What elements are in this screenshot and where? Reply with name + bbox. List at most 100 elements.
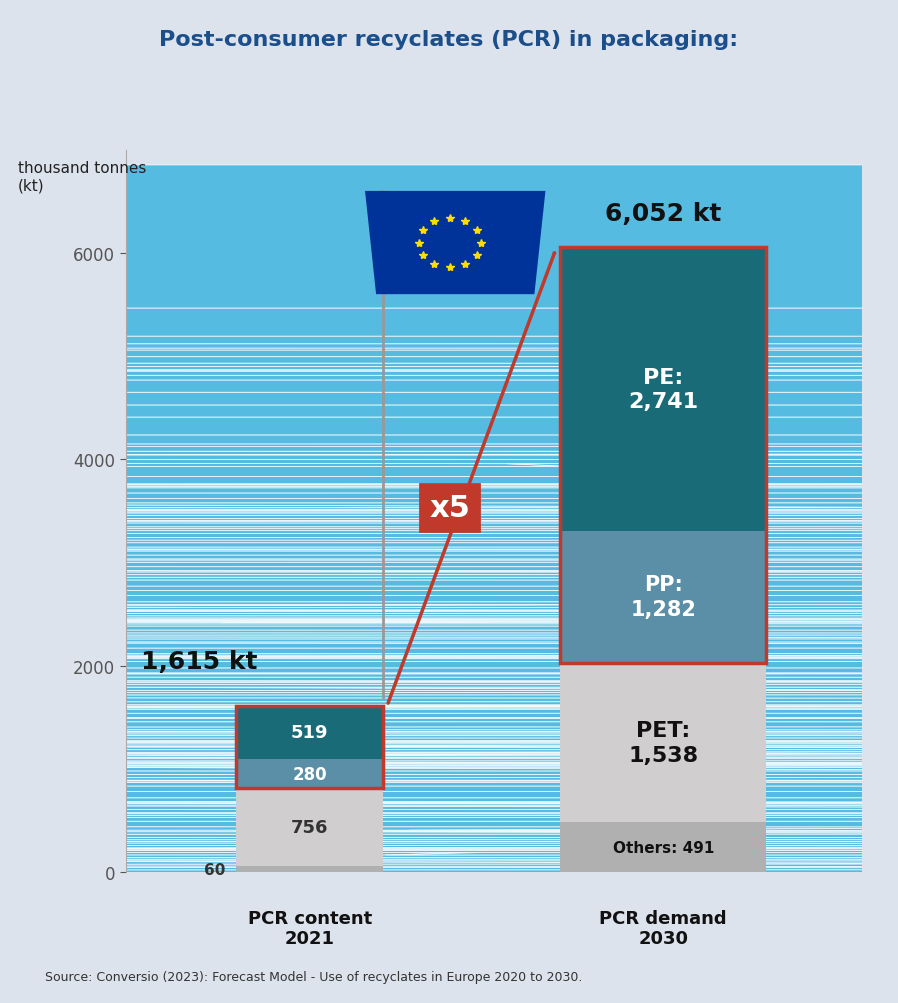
Polygon shape xyxy=(230,830,898,831)
Polygon shape xyxy=(0,437,898,448)
Polygon shape xyxy=(0,550,898,554)
Polygon shape xyxy=(0,619,898,630)
Polygon shape xyxy=(147,680,898,760)
Polygon shape xyxy=(0,544,898,554)
Polygon shape xyxy=(0,752,872,753)
Polygon shape xyxy=(0,484,898,491)
Polygon shape xyxy=(0,783,898,839)
Polygon shape xyxy=(0,849,898,851)
Polygon shape xyxy=(0,849,898,852)
Polygon shape xyxy=(250,749,898,754)
Polygon shape xyxy=(0,742,898,783)
Polygon shape xyxy=(0,624,898,630)
Text: 280: 280 xyxy=(293,765,327,783)
Polygon shape xyxy=(0,621,502,632)
Bar xyxy=(560,663,766,821)
Polygon shape xyxy=(0,288,898,345)
Polygon shape xyxy=(0,612,898,648)
Polygon shape xyxy=(0,656,898,664)
Text: 60: 60 xyxy=(204,862,225,877)
Polygon shape xyxy=(0,740,898,804)
Polygon shape xyxy=(0,691,898,696)
Polygon shape xyxy=(0,298,898,357)
Text: Source: Conversio (2023): Forecast Model - Use of recyclates in Europe 2020 to 2: Source: Conversio (2023): Forecast Model… xyxy=(45,970,582,983)
Polygon shape xyxy=(0,654,898,687)
Polygon shape xyxy=(0,701,898,705)
Polygon shape xyxy=(0,632,898,636)
Polygon shape xyxy=(0,800,898,810)
Polygon shape xyxy=(0,772,898,778)
Polygon shape xyxy=(0,598,642,614)
Text: thousand tonnes
(kt): thousand tonnes (kt) xyxy=(18,160,146,193)
Polygon shape xyxy=(0,633,898,639)
Polygon shape xyxy=(0,715,898,721)
Polygon shape xyxy=(385,852,898,856)
Bar xyxy=(560,249,766,531)
Polygon shape xyxy=(0,741,898,743)
Polygon shape xyxy=(0,557,898,566)
Polygon shape xyxy=(0,835,898,867)
Polygon shape xyxy=(0,651,898,658)
Polygon shape xyxy=(0,737,521,751)
Polygon shape xyxy=(216,806,898,845)
Polygon shape xyxy=(0,759,898,761)
Polygon shape xyxy=(0,629,898,635)
Polygon shape xyxy=(0,607,898,704)
Polygon shape xyxy=(0,657,898,660)
Polygon shape xyxy=(0,588,898,598)
Polygon shape xyxy=(0,390,898,412)
Polygon shape xyxy=(0,529,898,548)
Polygon shape xyxy=(0,342,898,355)
Polygon shape xyxy=(0,665,898,680)
Polygon shape xyxy=(113,472,898,600)
Bar xyxy=(236,706,383,788)
Polygon shape xyxy=(0,748,898,816)
Polygon shape xyxy=(0,621,898,622)
Polygon shape xyxy=(65,687,898,693)
Polygon shape xyxy=(0,368,898,375)
Polygon shape xyxy=(0,546,898,551)
Polygon shape xyxy=(0,753,574,756)
Polygon shape xyxy=(0,851,480,876)
Text: PCR demand
2030: PCR demand 2030 xyxy=(600,909,727,948)
Polygon shape xyxy=(0,608,898,612)
Polygon shape xyxy=(0,576,898,588)
Text: 6,052 kt: 6,052 kt xyxy=(605,202,721,226)
Polygon shape xyxy=(417,702,898,716)
Text: x5: x5 xyxy=(429,493,471,523)
Polygon shape xyxy=(0,814,898,827)
Polygon shape xyxy=(0,455,898,460)
Polygon shape xyxy=(365,192,545,295)
Polygon shape xyxy=(0,372,898,397)
Polygon shape xyxy=(0,673,898,676)
Polygon shape xyxy=(0,459,573,467)
Polygon shape xyxy=(0,434,898,504)
Polygon shape xyxy=(0,843,898,916)
Polygon shape xyxy=(0,862,898,918)
Polygon shape xyxy=(0,368,898,372)
Polygon shape xyxy=(0,665,898,674)
Bar xyxy=(236,867,383,873)
Polygon shape xyxy=(0,729,898,736)
Polygon shape xyxy=(0,462,898,479)
Text: PE:
2,741: PE: 2,741 xyxy=(629,367,699,412)
Polygon shape xyxy=(0,521,898,523)
Polygon shape xyxy=(0,611,898,614)
Polygon shape xyxy=(0,631,898,641)
Text: 756: 756 xyxy=(291,818,329,837)
Polygon shape xyxy=(0,575,898,581)
Polygon shape xyxy=(0,509,898,518)
Polygon shape xyxy=(0,446,898,466)
Polygon shape xyxy=(0,654,898,673)
Polygon shape xyxy=(562,811,898,820)
Polygon shape xyxy=(0,805,898,811)
Polygon shape xyxy=(0,374,898,465)
Polygon shape xyxy=(0,802,898,821)
Polygon shape xyxy=(0,761,898,768)
Text: 519: 519 xyxy=(291,724,329,742)
Polygon shape xyxy=(0,736,898,745)
Polygon shape xyxy=(0,626,898,633)
Polygon shape xyxy=(0,718,898,745)
Polygon shape xyxy=(0,870,898,924)
Polygon shape xyxy=(0,713,898,722)
